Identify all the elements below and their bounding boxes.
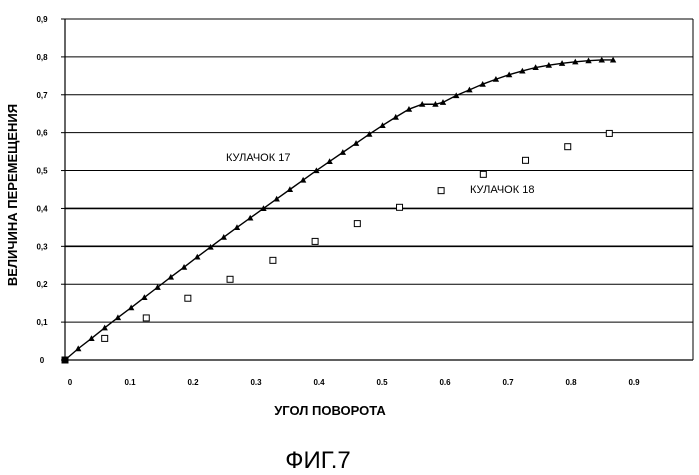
x-tick-label: 0.3 — [250, 378, 262, 387]
x-tick-label: 0.6 — [439, 378, 451, 387]
y-tick-label: 0 — [40, 356, 45, 365]
x-tick-label: 0.7 — [502, 378, 514, 387]
x-axis-title: УГОЛ ПОВОРОТА — [274, 403, 386, 418]
data-point — [606, 130, 612, 136]
x-tick-label: 0.9 — [628, 378, 640, 387]
data-point — [185, 295, 191, 301]
x-tick-label: 0.5 — [376, 378, 388, 387]
y-tick-label: 0,1 — [36, 318, 48, 327]
data-point — [565, 144, 571, 150]
y-tick-label: 0,5 — [36, 167, 48, 176]
data-point — [379, 122, 385, 128]
data-point — [366, 131, 372, 137]
y-tick-label: 0,2 — [36, 280, 48, 289]
y-axis-title: ВЕЛИЧИНА ПЕРЕМЕЩЕНИЯ — [5, 104, 20, 286]
annotation-cam-18: КУЛАЧОК 18 — [470, 184, 534, 196]
y-tick-label: 0,4 — [36, 204, 48, 213]
y-tick-label: 0,3 — [36, 242, 48, 251]
data-point — [354, 221, 360, 227]
figure-caption: ФИГ.7 — [285, 447, 351, 474]
data-point — [480, 171, 486, 177]
data-point — [227, 276, 233, 282]
x-tick-label: 0.1 — [124, 378, 136, 387]
tick-layer: 0 0,1 0,2 0,3 0,4 0,5 0,6 0,7 0,8 0,9 0 0.1 0.2 0.3 0.… — [36, 15, 640, 387]
data-point — [523, 157, 529, 163]
x-tick-label: 0.4 — [313, 378, 325, 387]
x-tick-label: 0.2 — [187, 378, 199, 387]
y-tick-label: 0,8 — [36, 53, 48, 62]
y-tick-label: 0,6 — [36, 129, 48, 138]
origin-point — [62, 357, 69, 364]
y-tick-label: 0,9 — [36, 15, 48, 24]
annotation-cam-17: КУЛАЧОК 17 — [226, 152, 290, 164]
series-layer — [62, 57, 617, 364]
data-point — [312, 238, 318, 244]
grid-layer — [65, 19, 693, 360]
x-tick-label: 0.8 — [565, 378, 577, 387]
data-point — [393, 114, 399, 120]
data-point — [438, 188, 444, 194]
data-point — [143, 315, 149, 321]
data-point — [102, 335, 108, 341]
x-tick-label: 0 — [68, 378, 73, 387]
data-point — [440, 99, 446, 105]
data-point — [270, 257, 276, 263]
data-point — [397, 204, 403, 210]
y-tick-label: 0,7 — [36, 91, 48, 100]
